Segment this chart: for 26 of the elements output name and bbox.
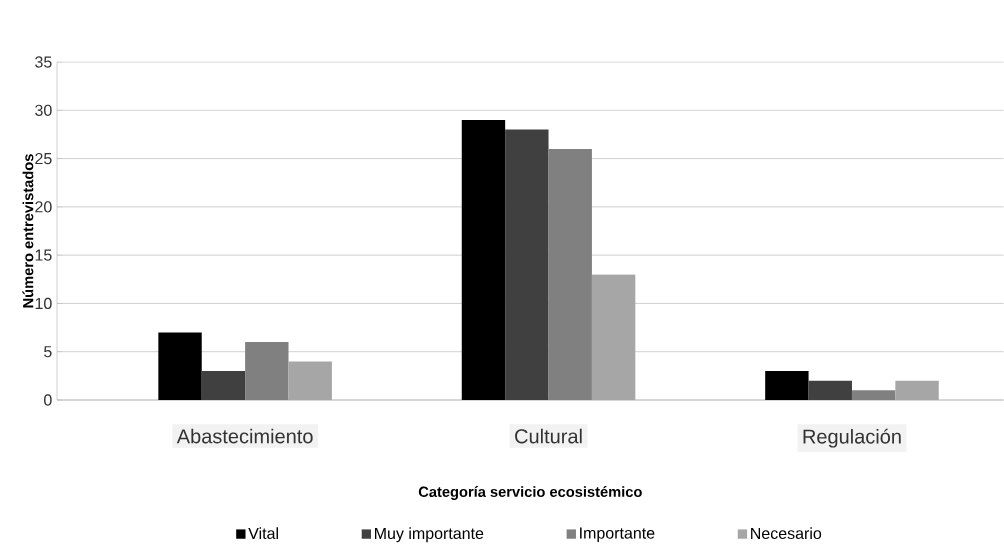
x-tick-label: Regulación xyxy=(803,428,901,448)
y-tick-label: 25 xyxy=(35,152,52,165)
y-axis-title: Número entrevistados xyxy=(22,154,34,308)
bar xyxy=(808,380,852,401)
bar xyxy=(765,371,809,401)
y-tick-label: 35 xyxy=(35,56,52,68)
legend-label: Importante xyxy=(580,527,655,542)
y-tick-label: 30 xyxy=(35,104,52,116)
bar xyxy=(851,390,896,401)
x-tick-label: Abastecimiento xyxy=(176,428,313,444)
bar xyxy=(548,148,592,401)
bar xyxy=(245,342,289,401)
legend-label: Vital xyxy=(248,527,278,540)
y-tick-label: 20 xyxy=(35,201,52,213)
bar xyxy=(505,129,549,401)
x-tick-label: Cultural xyxy=(515,428,582,444)
x-axis-title: Categoría servicio ecosistémico xyxy=(418,486,642,500)
y-tick-label: 0 xyxy=(44,394,52,406)
legend-label: Necesario xyxy=(751,527,822,540)
bar xyxy=(461,119,506,401)
legend-label: Muy importante xyxy=(375,527,484,543)
bar xyxy=(158,332,202,401)
y-tick-label: 10 xyxy=(35,297,52,310)
y-tick-label: 5 xyxy=(44,346,52,358)
bar xyxy=(201,371,246,401)
y-tick-label: 15 xyxy=(35,249,52,261)
